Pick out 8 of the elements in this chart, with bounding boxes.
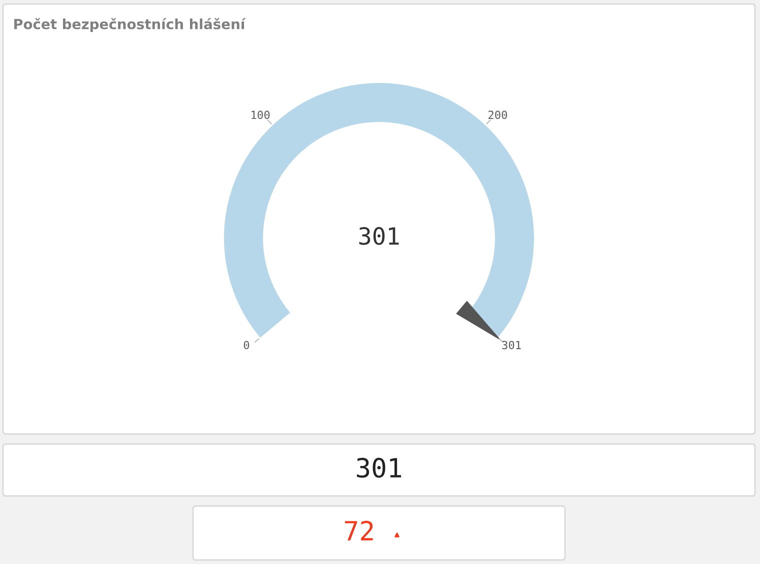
text: Počet bezpečnostních hlášení xyxy=(14,18,246,32)
text: 100 xyxy=(252,110,270,120)
text: 0 xyxy=(244,340,250,350)
text: 200 xyxy=(488,110,508,120)
data-label: 301 xyxy=(359,227,399,245)
text: 301 xyxy=(502,340,521,350)
text: 72 xyxy=(345,520,373,540)
text: 301 xyxy=(356,458,402,478)
